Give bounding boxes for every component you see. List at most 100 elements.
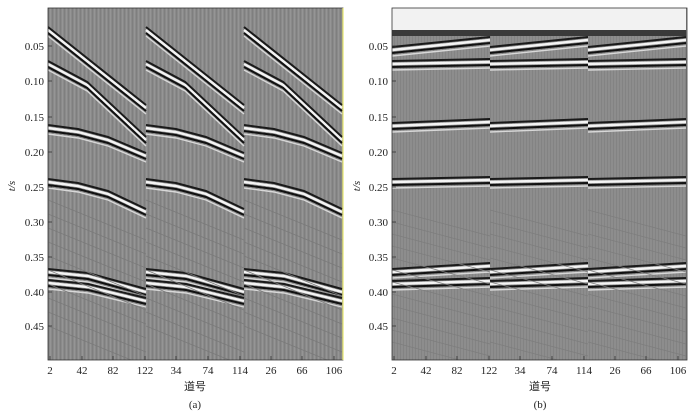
reflection-event xyxy=(145,268,245,290)
mute-zone xyxy=(392,8,490,30)
noise-texture xyxy=(48,297,147,339)
flattened-event xyxy=(587,120,687,128)
flattened-event xyxy=(587,279,687,286)
reflection-event xyxy=(48,180,147,214)
refraction-event xyxy=(48,69,147,147)
noise-texture xyxy=(587,305,687,333)
flattened-event xyxy=(489,178,589,184)
refraction-event xyxy=(243,69,343,147)
noise-texture xyxy=(489,329,589,357)
noise-texture xyxy=(489,305,589,333)
x-tick-label: 82 xyxy=(108,365,119,377)
noise-texture xyxy=(392,269,491,297)
y-tick-label: 0.10 xyxy=(369,76,389,88)
flattened-event xyxy=(587,58,687,62)
noise-texture xyxy=(392,233,491,261)
noise-texture xyxy=(489,317,589,345)
noise-texture xyxy=(243,227,343,269)
direct-wave-event xyxy=(145,35,245,115)
reflection-event xyxy=(48,285,147,305)
reflection-event xyxy=(48,281,147,303)
flattened-event xyxy=(489,120,589,128)
x-tick-label: 2 xyxy=(391,365,397,377)
x-tick-label: 114 xyxy=(576,365,593,377)
x-tick-label: 2 xyxy=(47,365,53,377)
flattened-event xyxy=(392,120,491,128)
reflection-event xyxy=(243,285,343,305)
direct-wave-event xyxy=(145,32,245,112)
flattened-event xyxy=(587,118,687,124)
flattened-event xyxy=(392,38,491,52)
reflection-event xyxy=(48,130,147,160)
reflection-event xyxy=(243,124,343,154)
flattened-event xyxy=(587,178,687,184)
flattened-event xyxy=(392,271,491,279)
noise-texture xyxy=(587,257,687,285)
flattened-event xyxy=(489,182,589,186)
noise-texture xyxy=(145,297,245,339)
reflection-event xyxy=(48,178,147,210)
reflection-event xyxy=(145,279,245,299)
direct-wave-event xyxy=(48,26,147,106)
flattened-event xyxy=(489,58,589,62)
noise-texture xyxy=(489,281,589,309)
refraction-event xyxy=(243,62,343,141)
noise-texture xyxy=(145,241,245,283)
panel-a-image xyxy=(48,8,343,360)
noise-texture xyxy=(489,233,589,261)
noise-texture xyxy=(48,325,133,360)
reflection-event xyxy=(145,180,245,214)
mute-zone xyxy=(490,8,588,30)
reflection-event xyxy=(145,285,245,305)
x-tick-label: 34 xyxy=(171,365,183,377)
reflection-event xyxy=(145,130,245,160)
flattened-event xyxy=(392,185,491,189)
y-tick-label: 0.45 xyxy=(25,321,45,333)
flattened-event xyxy=(392,277,491,282)
noise-texture xyxy=(243,297,343,339)
flattened-event xyxy=(587,127,687,133)
noise-texture xyxy=(392,341,462,360)
panel-a: 0.05 0.10 0.15 0.20 0.25 0.30 0.35 0.40 0.45 2 42… xyxy=(6,7,344,411)
flattened-event xyxy=(587,182,687,186)
noise-texture xyxy=(243,311,343,353)
mute-zone xyxy=(490,30,588,36)
flattened-event xyxy=(587,286,687,291)
flattened-event xyxy=(587,36,687,48)
flattened-event xyxy=(489,271,589,279)
panel-a-y-axis: 0.05 0.10 0.15 0.20 0.25 0.30 0.35 0.40 0.45 xyxy=(25,41,52,333)
flattened-event xyxy=(489,38,589,52)
direct-wave-event xyxy=(243,26,343,106)
reflection-event xyxy=(145,184,245,216)
y-tick-label: 0.15 xyxy=(25,112,45,124)
x-tick-label: 66 xyxy=(297,365,309,377)
noise-texture xyxy=(392,281,491,309)
flattened-event xyxy=(489,262,589,270)
refraction-event xyxy=(145,60,245,138)
refraction-event xyxy=(145,62,245,141)
y-tick-label: 0.30 xyxy=(25,217,45,229)
noise-texture xyxy=(392,293,491,321)
reflection-event xyxy=(243,133,343,163)
noise-texture xyxy=(392,209,491,237)
reflection-event xyxy=(243,184,343,216)
y-tick-label: 0.20 xyxy=(25,147,45,159)
flattened-event xyxy=(392,124,491,130)
reflection-event xyxy=(48,279,147,299)
noise-texture xyxy=(489,269,589,297)
noise-texture xyxy=(145,269,245,311)
flattened-event xyxy=(587,264,687,274)
noise-texture xyxy=(587,245,687,273)
panel-b-ylabel: t/s xyxy=(351,181,363,191)
reflection-event xyxy=(48,274,147,296)
noise-texture xyxy=(48,241,147,283)
noise-texture xyxy=(243,241,343,283)
noise-texture xyxy=(48,213,147,255)
flattened-event xyxy=(489,127,589,133)
noise-texture xyxy=(587,293,687,321)
noise-texture xyxy=(243,255,343,297)
panel-b-seismic-events xyxy=(392,8,687,360)
direct-wave-event xyxy=(145,26,245,106)
reflection-event xyxy=(48,126,147,158)
flattened-event xyxy=(587,42,687,54)
